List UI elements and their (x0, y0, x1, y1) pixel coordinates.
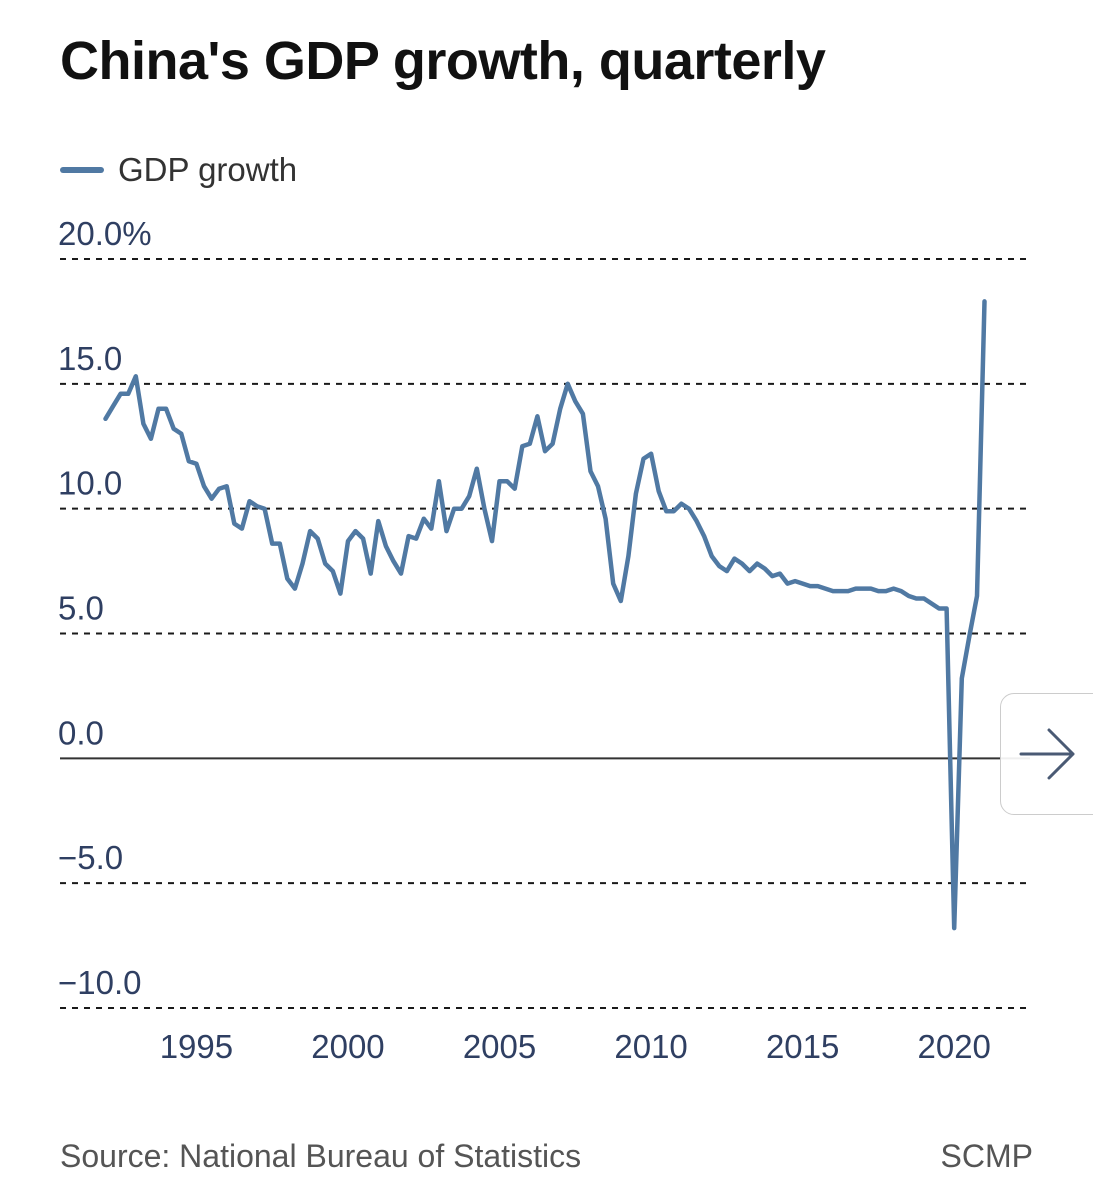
x-tick-label: 2015 (766, 1028, 839, 1065)
y-tick-label: 5.0 (58, 590, 104, 627)
chart-title: China's GDP growth, quarterly (60, 31, 826, 91)
y-tick-label: 10.0 (58, 465, 122, 502)
x-tick-label: 2005 (463, 1028, 536, 1065)
y-tick-label: −10.0 (58, 964, 142, 1001)
legend-swatch (60, 167, 104, 173)
next-chart-button[interactable] (1000, 693, 1093, 815)
source-note: Source: National Bureau of Statistics (60, 1138, 582, 1174)
y-tick-label: 0.0 (58, 714, 104, 751)
brand-label: SCMP (940, 1138, 1033, 1174)
x-tick-label: 1995 (160, 1028, 233, 1065)
legend: GDP growth (60, 148, 297, 192)
series-line-gdp-growth (103, 299, 987, 931)
legend-label: GDP growth (118, 151, 298, 188)
y-tick-label: 20.0% (58, 215, 152, 252)
x-tick-label: 2020 (918, 1028, 991, 1065)
y-tick-label: 15.0 (58, 340, 122, 377)
arrow-right-icon (1019, 728, 1075, 780)
y-tick-label: −5.0 (58, 839, 123, 876)
x-tick-label: 2010 (614, 1028, 687, 1065)
x-tick-label: 2000 (311, 1028, 384, 1065)
